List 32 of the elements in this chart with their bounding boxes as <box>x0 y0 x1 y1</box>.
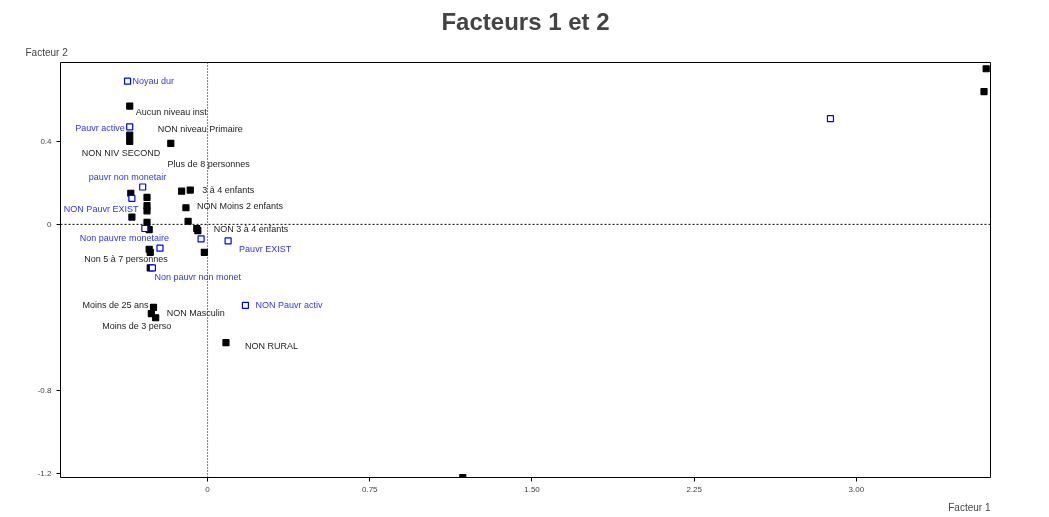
annotation: Pauvr active <box>75 122 125 133</box>
annotation: Moins de 25 ans <box>82 300 149 311</box>
annotation: NON Masculin <box>166 307 225 318</box>
annotation: Pauvr EXIST <box>239 243 292 254</box>
annotation: NON Pauvr activ <box>255 300 323 311</box>
annotation: NON Moins 2 enfants <box>196 200 284 211</box>
annotation: NON NIV SECOND <box>81 148 161 159</box>
x-axis-title: Facteur 1 <box>948 501 991 513</box>
y-tick-label: -1.2 <box>37 468 53 478</box>
y-tick-label: -0.8 <box>37 385 53 395</box>
x-tick-label: 0.75 <box>361 484 379 494</box>
y-tick-label: 0.4 <box>40 136 53 146</box>
x-tick-label: 1.50 <box>524 484 541 494</box>
chart-title: Facteurs 1 et 2 <box>441 7 610 35</box>
annotation: Non pauvr non monet <box>154 271 242 282</box>
x-tick-label: 3.00 <box>848 484 865 494</box>
annotation: Aucun niveau inst <box>135 107 208 118</box>
x-tick-label: 2.25 <box>686 484 703 494</box>
y-axis-title: Facteur 2 <box>25 46 69 58</box>
annotation: 3 à 4 enfants <box>202 185 255 196</box>
y-tick-label: 0 <box>47 219 53 229</box>
annotation: Moins de 3 perso <box>102 320 172 331</box>
annotation: NON 3 à 4 enfants <box>213 223 289 234</box>
annotation: Non 5 à 7 personnes <box>84 254 169 265</box>
annotation: pauvr non monetair <box>88 172 167 182</box>
annotation: NON Pauvr EXIST <box>63 204 139 215</box>
annotation: Plus de 8 personnes <box>167 159 251 170</box>
annotation: NON niveau Primaire <box>157 124 243 135</box>
annotation: Non pauvre monetaire <box>79 232 169 243</box>
x-tick-label: 0 <box>205 484 211 494</box>
annotation: NON RURAL <box>244 340 298 351</box>
annotation: Noyau dur <box>132 76 175 87</box>
